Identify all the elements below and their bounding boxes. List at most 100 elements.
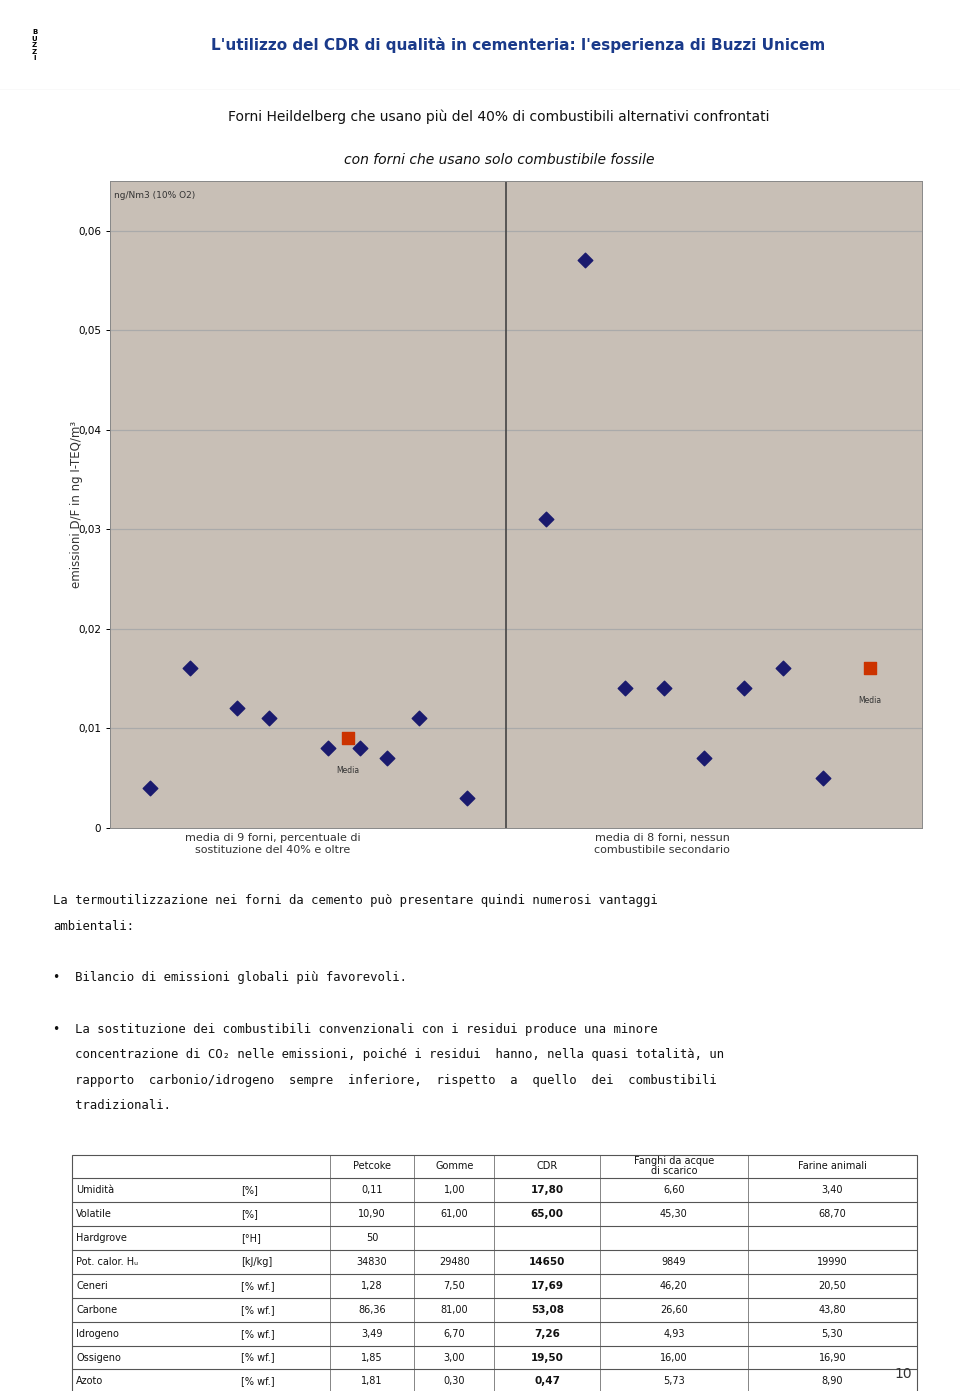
Text: 16,90: 16,90 — [819, 1352, 846, 1363]
Text: 1,85: 1,85 — [361, 1352, 383, 1363]
Text: [% wf.]: [% wf.] — [241, 1281, 275, 1291]
Point — [321, 737, 336, 759]
Text: •  La sostituzione dei combustibili convenzionali con i residui produce una mino: • La sostituzione dei combustibili conve… — [53, 1022, 658, 1035]
Text: [%]: [%] — [241, 1209, 258, 1220]
Text: [%]: [%] — [241, 1185, 258, 1195]
Text: 6,60: 6,60 — [663, 1185, 684, 1195]
Text: 17,80: 17,80 — [531, 1185, 564, 1195]
Point — [142, 776, 157, 798]
Text: Media: Media — [858, 697, 881, 705]
Bar — [20, 7, 49, 83]
Point — [229, 697, 245, 719]
Text: con forni che usano solo combustibile fossile: con forni che usano solo combustibile fo… — [344, 153, 655, 167]
Point — [412, 707, 427, 729]
Text: 53,08: 53,08 — [531, 1305, 564, 1314]
Text: 86,36: 86,36 — [358, 1305, 386, 1314]
Text: [% wf.]: [% wf.] — [241, 1352, 275, 1363]
Text: di scarico: di scarico — [651, 1166, 697, 1177]
Text: 50: 50 — [366, 1232, 378, 1244]
Text: 61,00: 61,00 — [441, 1209, 468, 1220]
Text: 4,93: 4,93 — [663, 1328, 684, 1338]
Text: 19,50: 19,50 — [531, 1352, 564, 1363]
Text: [% wf.]: [% wf.] — [241, 1328, 275, 1338]
Text: tradizionali.: tradizionali. — [53, 1099, 171, 1113]
Text: 6,70: 6,70 — [444, 1328, 465, 1338]
Text: 5,30: 5,30 — [822, 1328, 843, 1338]
Point — [340, 727, 355, 750]
Text: [kJ/kg]: [kJ/kg] — [241, 1257, 273, 1267]
Text: 1,00: 1,00 — [444, 1185, 465, 1195]
Text: L'utilizzo del CDR di qualità in cementeria: l'esperienza di Buzzi Unicem: L'utilizzo del CDR di qualità in cemente… — [211, 38, 826, 53]
Text: Pot. calor. Hᵤ: Pot. calor. Hᵤ — [76, 1257, 138, 1267]
Text: 9849: 9849 — [661, 1257, 686, 1267]
Point — [352, 737, 368, 759]
Point — [380, 747, 396, 769]
Text: Petcoke: Petcoke — [353, 1161, 391, 1171]
Text: [% wf.]: [% wf.] — [241, 1305, 275, 1314]
Text: ambientali:: ambientali: — [53, 919, 134, 933]
Point — [815, 766, 830, 789]
Point — [617, 677, 633, 700]
Text: 7,50: 7,50 — [444, 1281, 466, 1291]
Text: B
U
Z
Z
I: B U Z Z I — [29, 21, 36, 70]
Text: 10: 10 — [895, 1366, 912, 1381]
Text: Carbone: Carbone — [76, 1305, 117, 1314]
Text: 3,49: 3,49 — [361, 1328, 383, 1338]
Point — [657, 677, 672, 700]
Text: 0,47: 0,47 — [534, 1377, 561, 1387]
Point — [578, 249, 593, 271]
Text: 14650: 14650 — [529, 1257, 565, 1267]
Text: [°H]: [°H] — [241, 1232, 261, 1244]
Text: 81,00: 81,00 — [441, 1305, 468, 1314]
Text: 29480: 29480 — [439, 1257, 469, 1267]
Text: 1,28: 1,28 — [361, 1281, 383, 1291]
Text: [% wf.]: [% wf.] — [241, 1377, 275, 1387]
Text: 68,70: 68,70 — [819, 1209, 846, 1220]
Text: media di 8 forni, nessun
combustibile secondario: media di 8 forni, nessun combustibile se… — [594, 833, 730, 854]
Point — [261, 707, 276, 729]
Text: Ceneri: Ceneri — [76, 1281, 108, 1291]
Text: Hardgrove: Hardgrove — [76, 1232, 127, 1244]
Text: 1,81: 1,81 — [361, 1377, 383, 1387]
Point — [862, 658, 877, 680]
Point — [776, 658, 791, 680]
Text: concentrazione di CO₂ nelle emissioni, poiché i residui  hanno, nella quasi tota: concentrazione di CO₂ nelle emissioni, p… — [53, 1049, 724, 1061]
Text: 45,30: 45,30 — [660, 1209, 687, 1220]
Text: 5,73: 5,73 — [663, 1377, 684, 1387]
Point — [181, 658, 197, 680]
Text: Ossigeno: Ossigeno — [76, 1352, 121, 1363]
Point — [736, 677, 752, 700]
Text: 8,90: 8,90 — [822, 1377, 843, 1387]
Text: Media: Media — [336, 766, 359, 775]
Text: 43,80: 43,80 — [819, 1305, 846, 1314]
Text: 7,26: 7,26 — [535, 1328, 560, 1338]
Text: 16,00: 16,00 — [660, 1352, 687, 1363]
Text: 0,30: 0,30 — [444, 1377, 465, 1387]
Text: Gomme: Gomme — [435, 1161, 473, 1171]
Text: 20,50: 20,50 — [818, 1281, 847, 1291]
Text: B
U
Z
Z
I: B U Z Z I — [32, 29, 37, 61]
Text: CDR: CDR — [537, 1161, 558, 1171]
Text: emissioni D/F in ng I-TEQ/m³: emissioni D/F in ng I-TEQ/m³ — [69, 420, 83, 588]
Text: 3,40: 3,40 — [822, 1185, 843, 1195]
Text: 0,11: 0,11 — [361, 1185, 383, 1195]
Text: 3,00: 3,00 — [444, 1352, 465, 1363]
Text: rapporto  carbonio/idrogeno  sempre  inferiore,  rispetto  a  quello  dei  combu: rapporto carbonio/idrogeno sempre inferi… — [53, 1074, 716, 1086]
Point — [459, 787, 474, 810]
Text: Umidità: Umidità — [76, 1185, 114, 1195]
Text: Farine animali: Farine animali — [798, 1161, 867, 1171]
Text: 19990: 19990 — [817, 1257, 848, 1267]
Point — [538, 508, 553, 530]
Point — [696, 747, 711, 769]
Text: 46,20: 46,20 — [660, 1281, 687, 1291]
Text: Volatile: Volatile — [76, 1209, 112, 1220]
Text: Forni Heildelberg che usano più del 40% di combustibili alternativi confrontati: Forni Heildelberg che usano più del 40% … — [228, 110, 770, 124]
Text: 34830: 34830 — [356, 1257, 387, 1267]
Text: 17,69: 17,69 — [531, 1281, 564, 1291]
Text: ng/Nm3 (10% O2): ng/Nm3 (10% O2) — [114, 191, 196, 199]
Text: •  Bilancio di emissioni globali più favorevoli.: • Bilancio di emissioni globali più favo… — [53, 971, 407, 985]
Text: 65,00: 65,00 — [531, 1209, 564, 1220]
Text: 26,60: 26,60 — [660, 1305, 687, 1314]
Text: media di 9 forni, percentuale di
sostituzione del 40% e oltre: media di 9 forni, percentuale di sostitu… — [185, 833, 360, 854]
Text: Fanghi da acque: Fanghi da acque — [634, 1156, 714, 1166]
